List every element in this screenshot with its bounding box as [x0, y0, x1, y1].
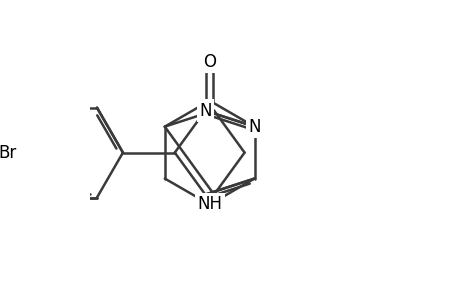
Text: NH: NH: [197, 196, 222, 214]
Text: O: O: [203, 53, 216, 71]
Text: Br: Br: [0, 144, 17, 162]
Text: N: N: [199, 102, 211, 120]
Text: N: N: [248, 118, 260, 136]
